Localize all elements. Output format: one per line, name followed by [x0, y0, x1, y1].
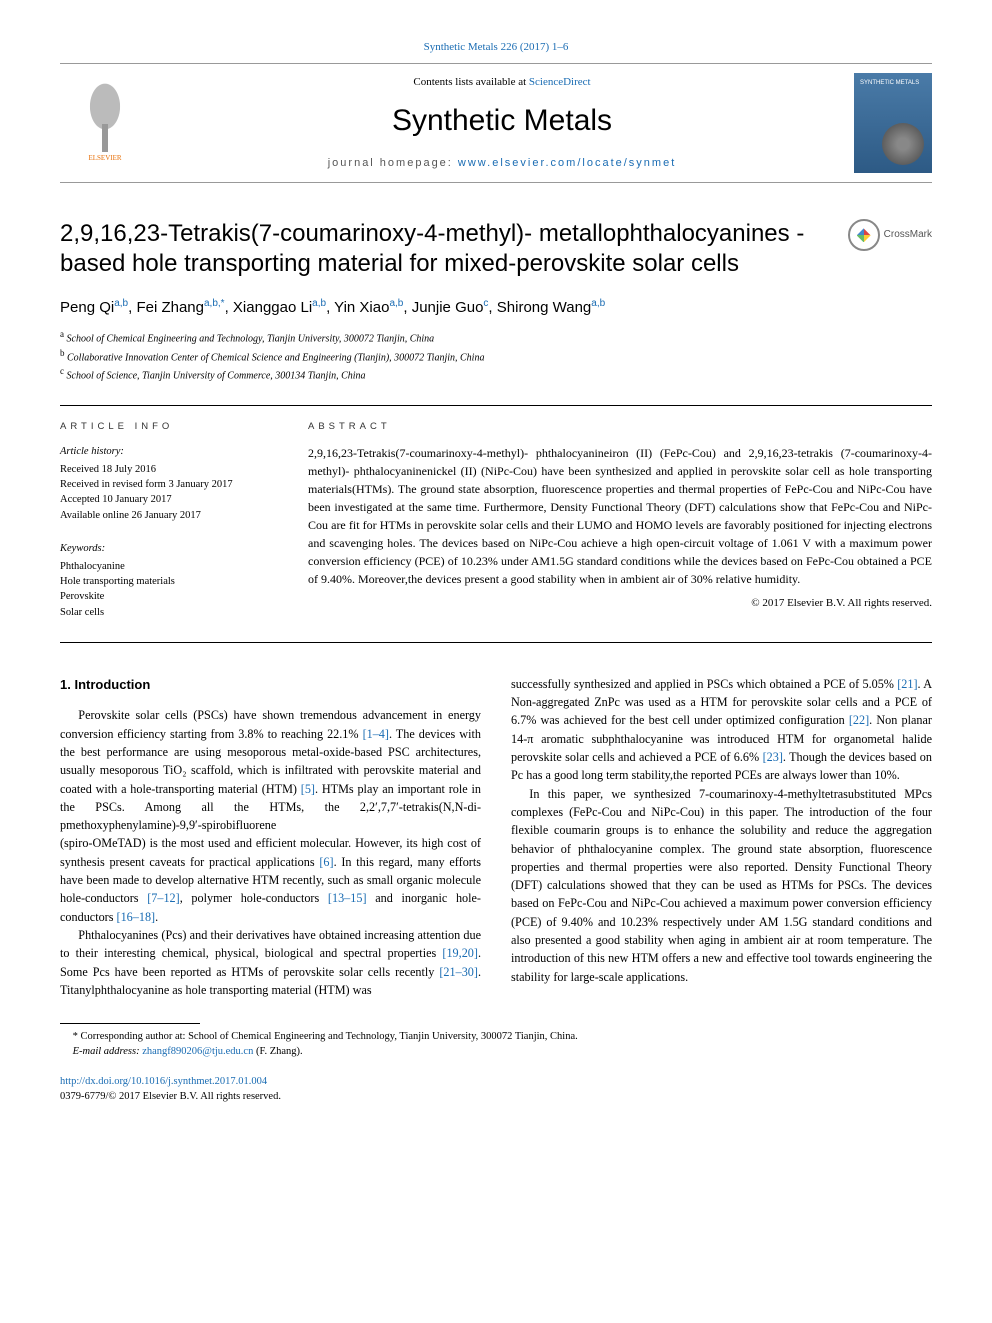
ref-link[interactable]: [23]	[763, 750, 783, 764]
affiliations: a School of Chemical Engineering and Tec…	[60, 328, 932, 383]
footnote-separator	[60, 1023, 200, 1024]
email-line: E-mail address: zhangf890206@tju.edu.cn …	[60, 1045, 932, 1060]
author: Yin Xiaoa,b	[334, 299, 403, 316]
ref-link[interactable]: [21]	[897, 677, 917, 691]
elsevier-label: ELSEVIER	[88, 154, 121, 164]
author: Shirong Wanga,b	[497, 299, 605, 316]
intro-p3: successfully synthesized and applied in …	[511, 675, 932, 785]
history-line: Received in revised form 3 January 2017	[60, 477, 270, 492]
crossmark-label: CrossMark	[884, 228, 932, 242]
ref-link[interactable]: [22]	[849, 713, 869, 727]
abstract-text: 2,9,16,23-Tetrakis(7-coumarinoxy-4-methy…	[308, 444, 932, 588]
crossmark-icon	[848, 219, 880, 251]
email-link[interactable]: zhangf890206@tju.edu.cn	[142, 1046, 253, 1057]
ref-link[interactable]: [16–18]	[117, 910, 156, 924]
keyword: Phthalocyanine	[60, 559, 270, 574]
history-head: Article history:	[60, 444, 270, 459]
crossmark[interactable]: CrossMark	[848, 219, 932, 251]
doi-block: http://dx.doi.org/10.1016/j.synthmet.201…	[60, 1075, 932, 1104]
affiliation-c: c School of Science, Tianjin University …	[60, 365, 932, 383]
abstract-label: abstract	[308, 420, 932, 433]
doi-copyright: 0379-6779/© 2017 Elsevier B.V. All right…	[60, 1091, 281, 1102]
top-citation: Synthetic Metals 226 (2017) 1–6	[60, 40, 932, 55]
footnotes: * Corresponding author at: School of Che…	[60, 1030, 932, 1059]
affiliation-a: a School of Chemical Engineering and Tec…	[60, 328, 932, 346]
ref-link[interactable]: [1–4]	[363, 727, 389, 741]
homepage-label: journal homepage:	[328, 157, 458, 169]
intro-p2: Phthalocyanines (Pcs) and their derivati…	[60, 926, 481, 999]
contents-prefix: Contents lists available at	[413, 76, 528, 88]
homepage-link[interactable]: www.elsevier.com/locate/synmet	[458, 157, 676, 169]
ref-link[interactable]: [6]	[319, 855, 333, 869]
keyword: Perovskite	[60, 589, 270, 604]
author: Xianggao Lia,b	[233, 299, 326, 316]
top-citation-link[interactable]: Synthetic Metals 226 (2017) 1–6	[424, 41, 569, 53]
divider	[60, 405, 932, 406]
author: Junjie Guoc	[412, 299, 489, 316]
affiliation-b: b Collaborative Innovation Center of Che…	[60, 347, 932, 365]
journal-header: ELSEVIER Contents lists available at Sci…	[60, 63, 932, 183]
cover-img-icon	[882, 123, 924, 165]
history-line: Received 18 July 2016	[60, 462, 270, 477]
ref-link[interactable]: [5]	[301, 782, 315, 796]
author: Peng Qia,b	[60, 299, 128, 316]
elsevier-tree-icon	[75, 82, 135, 152]
intro-p1: Perovskite solar cells (PSCs) have shown…	[60, 706, 481, 834]
homepage-line: journal homepage: www.elsevier.com/locat…	[150, 156, 854, 171]
ref-link[interactable]: [13–15]	[328, 891, 367, 905]
history-line: Accepted 10 January 2017	[60, 492, 270, 507]
intro-heading: 1. Introduction	[60, 675, 481, 695]
body: 1. Introduction Perovskite solar cells (…	[60, 675, 932, 999]
cover-title: SYNTHETIC METALS	[860, 79, 926, 87]
article-info: article info Article history: Received 1…	[60, 420, 270, 619]
keyword: Hole transporting materials	[60, 574, 270, 589]
author-list: Peng Qia,b, Fei Zhanga,b,*, Xianggao Lia…	[60, 297, 932, 318]
journal-name: Synthetic Metals	[150, 100, 854, 142]
email-label: E-mail address:	[73, 1046, 143, 1057]
journal-cover-thumb: SYNTHETIC METALS	[854, 73, 932, 173]
divider	[60, 642, 932, 643]
email-suffix: (F. Zhang).	[253, 1046, 302, 1057]
history-line: Available online 26 January 2017	[60, 508, 270, 523]
ref-link[interactable]: [19,20]	[442, 946, 478, 960]
keyword: Solar cells	[60, 605, 270, 620]
intro-p1-cont: (spiro-OMeTAD) is the most used and effi…	[60, 834, 481, 925]
elsevier-logo: ELSEVIER	[60, 82, 150, 164]
contents-line: Contents lists available at ScienceDirec…	[150, 75, 854, 90]
article-title: 2,9,16,23-Tetrakis(7-coumarinoxy-4-methy…	[60, 219, 836, 279]
abstract-copyright: © 2017 Elsevier B.V. All rights reserved…	[308, 596, 932, 611]
intro-p4: In this paper, we synthesized 7-coumarin…	[511, 785, 932, 986]
ref-link[interactable]: [21–30]	[439, 965, 478, 979]
author: Fei Zhanga,b,*	[136, 299, 224, 316]
ref-link[interactable]: [7–12]	[147, 891, 180, 905]
keywords-head: Keywords:	[60, 541, 270, 556]
corresponding-author: * Corresponding author at: School of Che…	[60, 1030, 932, 1045]
doi-link[interactable]: http://dx.doi.org/10.1016/j.synthmet.201…	[60, 1076, 267, 1087]
sciencedirect-link[interactable]: ScienceDirect	[529, 76, 591, 88]
article-info-label: article info	[60, 420, 270, 433]
abstract: abstract 2,9,16,23-Tetrakis(7-coumarinox…	[308, 420, 932, 619]
